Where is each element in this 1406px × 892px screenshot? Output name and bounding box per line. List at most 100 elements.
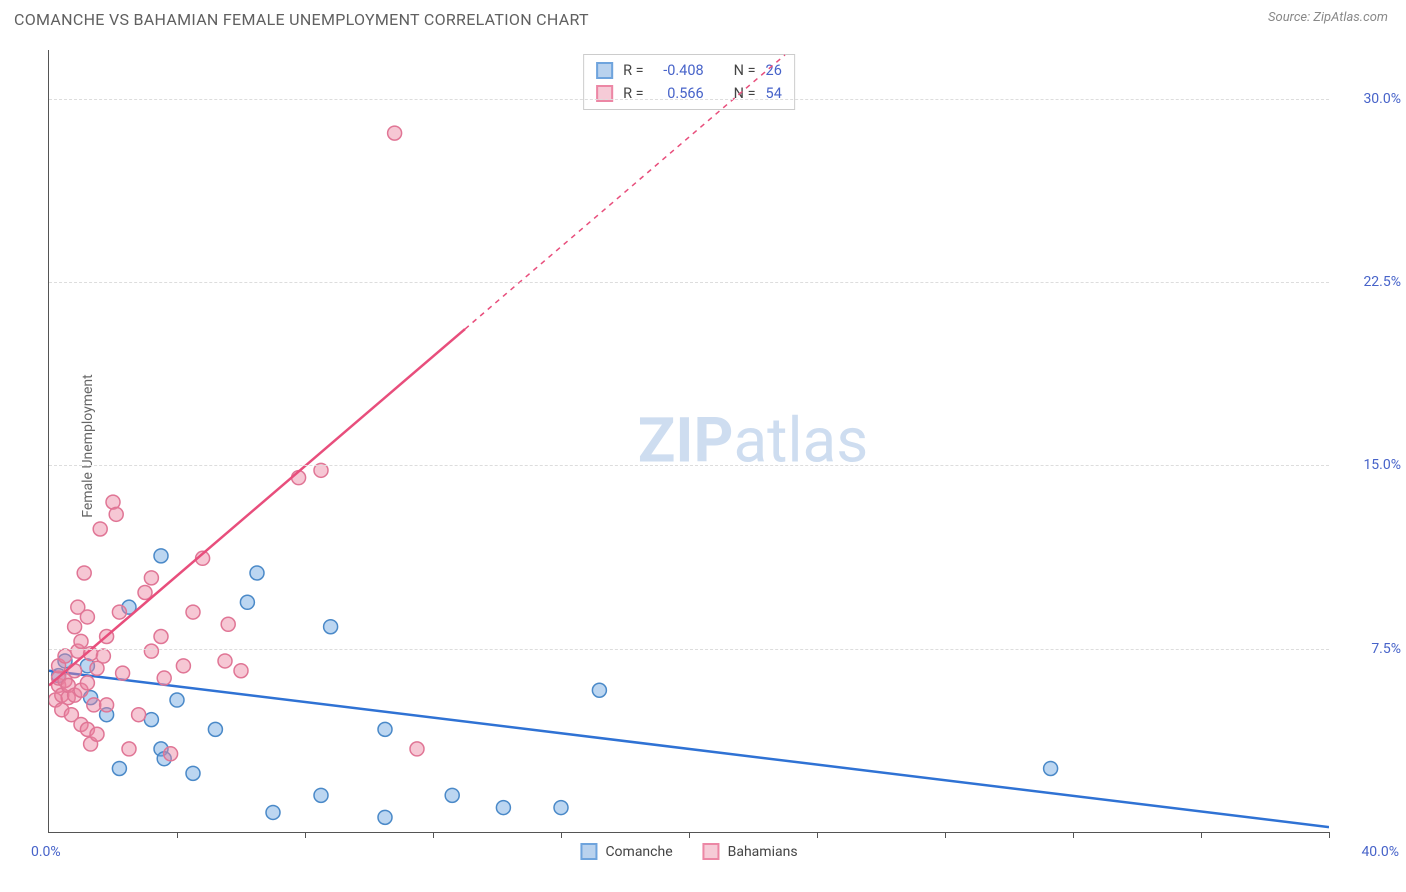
data-point: [122, 742, 136, 756]
x-tick-mark: [1201, 832, 1202, 838]
data-point: [170, 693, 184, 707]
data-point: [157, 752, 171, 766]
data-point: [58, 649, 72, 663]
x-tick-mark: [1329, 832, 1330, 838]
data-point: [74, 683, 88, 697]
data-point: [71, 600, 85, 614]
correlation-stats-box: R = -0.408 N = 26R = 0.566 N = 54: [583, 54, 795, 110]
stat-n-label: N =: [734, 82, 756, 105]
stat-r-label: R =: [623, 82, 644, 105]
data-point: [80, 610, 94, 624]
data-point: [87, 698, 101, 712]
data-point: [496, 801, 510, 815]
data-point: [109, 507, 123, 521]
data-point: [154, 549, 168, 563]
stat-n-value: 54: [766, 82, 782, 105]
regression-line: [49, 671, 1329, 827]
data-point: [93, 522, 107, 536]
y-tick-label: 30.0%: [1339, 91, 1401, 107]
data-point: [196, 551, 210, 565]
data-point: [208, 722, 222, 736]
data-point: [68, 688, 82, 702]
gridline: [49, 282, 1329, 283]
data-point: [240, 595, 254, 609]
x-tick-mark: [433, 832, 434, 838]
stat-n-value: 26: [766, 59, 782, 82]
data-point: [80, 722, 94, 736]
legend-swatch: [703, 843, 720, 860]
data-point: [112, 605, 126, 619]
data-point: [90, 661, 104, 675]
data-point: [52, 659, 66, 673]
data-point: [186, 605, 200, 619]
data-point: [100, 698, 114, 712]
chart-svg: [49, 50, 1329, 832]
x-tick-mark: [945, 832, 946, 838]
data-point: [58, 673, 72, 687]
legend-item: Bahamians: [703, 843, 798, 860]
data-point: [378, 810, 392, 824]
data-point: [84, 691, 98, 705]
data-point: [592, 683, 606, 697]
data-point: [61, 678, 75, 692]
data-point: [64, 708, 78, 722]
gridline: [49, 465, 1329, 466]
x-tick-mark: [1073, 832, 1074, 838]
data-point: [378, 722, 392, 736]
legend-label: Bahamians: [728, 844, 798, 860]
data-point: [55, 703, 69, 717]
legend-item: Comanche: [580, 843, 672, 860]
data-point: [68, 664, 82, 678]
data-point: [122, 600, 136, 614]
data-point: [410, 742, 424, 756]
data-point: [84, 737, 98, 751]
data-point: [554, 801, 568, 815]
stats-row: R = 0.566 N = 54: [596, 82, 782, 105]
data-point: [176, 659, 190, 673]
stat-r-value: -0.408: [654, 59, 704, 82]
stat-r-value: 0.566: [654, 82, 704, 105]
data-point: [154, 630, 168, 644]
x-tick-mark: [689, 832, 690, 838]
data-point: [164, 747, 178, 761]
data-point: [144, 571, 158, 585]
x-tick-mark: [177, 832, 178, 838]
data-point: [250, 566, 264, 580]
data-point: [314, 788, 328, 802]
data-point: [55, 688, 69, 702]
stat-r-label: R =: [623, 59, 644, 82]
stats-row: R =-0.408N =26: [596, 59, 782, 82]
data-point: [68, 620, 82, 634]
gridline: [49, 99, 1329, 100]
x-tick-mark: [817, 832, 818, 838]
legend-label: Comanche: [605, 844, 672, 860]
data-point: [74, 717, 88, 731]
chart-plot-area: ZIPatlas R =-0.408N =26R =0.566N =54 0.0…: [48, 50, 1329, 833]
data-point: [49, 693, 62, 707]
data-point: [61, 691, 75, 705]
data-point: [74, 634, 88, 648]
data-point: [112, 761, 126, 775]
legend-swatch: [580, 843, 597, 860]
y-tick-label: 15.0%: [1339, 457, 1401, 473]
data-point: [234, 664, 248, 678]
data-point: [154, 742, 168, 756]
source-label: Source: ZipAtlas.com: [1268, 10, 1388, 29]
watermark: ZIPatlas: [638, 405, 869, 478]
data-point: [144, 713, 158, 727]
legend: Comanche Bahamians: [580, 843, 797, 860]
data-point: [90, 727, 104, 741]
data-point: [445, 788, 459, 802]
data-point: [324, 620, 338, 634]
data-point: [100, 708, 114, 722]
data-point: [71, 644, 85, 658]
data-point: [116, 666, 130, 680]
x-tick-mark: [561, 832, 562, 838]
data-point: [52, 678, 66, 692]
data-point: [80, 659, 94, 673]
data-point: [218, 654, 232, 668]
y-tick-label: 7.5%: [1339, 641, 1401, 657]
data-point: [132, 708, 146, 722]
data-point: [96, 649, 110, 663]
data-point: [77, 566, 91, 580]
